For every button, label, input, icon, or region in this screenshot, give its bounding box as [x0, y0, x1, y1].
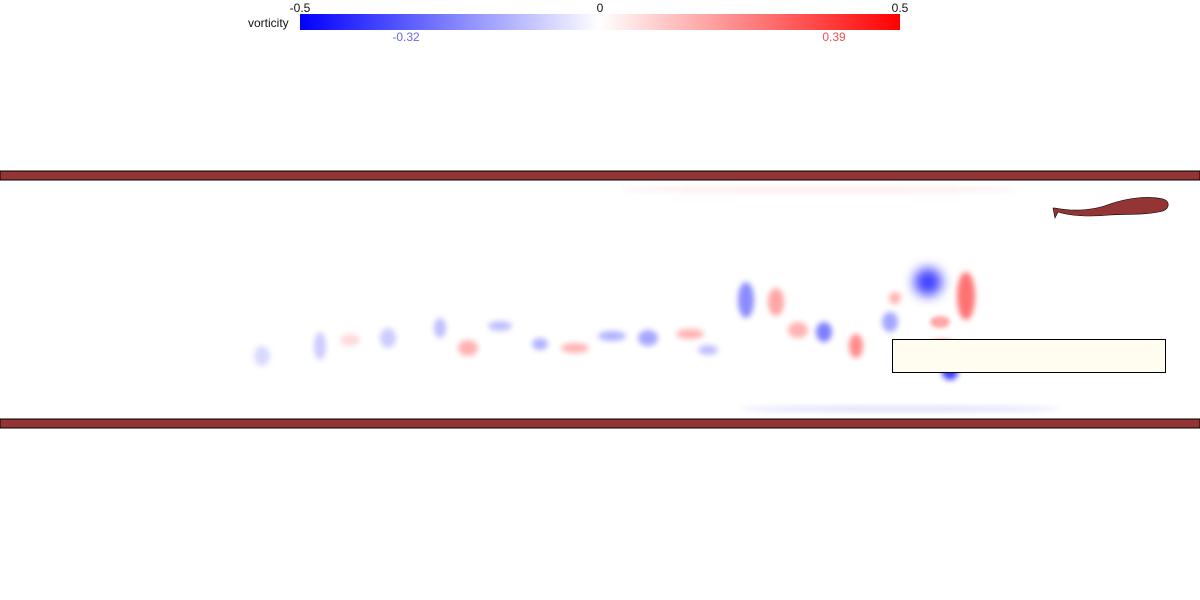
vortex-positive-shear: [957, 272, 975, 320]
vortex: [380, 328, 396, 348]
colorbar-min-label: -0.5: [289, 1, 311, 15]
vortex: [882, 312, 898, 332]
vortex: [561, 343, 589, 353]
vortex: [488, 321, 512, 331]
vortex: [676, 329, 704, 339]
vortex: [314, 332, 326, 360]
vortex: [434, 318, 446, 338]
vortex: [254, 346, 270, 366]
vortex: [816, 322, 832, 342]
top-wall-vorticity-layer: [620, 187, 1020, 193]
bottom-wall: [0, 418, 1200, 429]
vortex: [788, 322, 808, 338]
vortex-strong-negative: [914, 268, 942, 296]
wall-shear-layers: [620, 187, 1060, 412]
vortex: [768, 288, 784, 316]
vortex: [458, 340, 478, 356]
colorbar-max-label: 0.5: [891, 1, 909, 15]
vortex: [340, 334, 360, 346]
swimmer-body: [1052, 197, 1169, 219]
vortex: [638, 330, 658, 346]
vortex: [889, 292, 901, 304]
vortex: [598, 331, 626, 341]
vortex: [849, 334, 863, 358]
vortex: [532, 338, 548, 350]
colorbar-variable-label: vorticity: [248, 16, 289, 30]
colorbar-observed-max: 0.39: [822, 30, 846, 44]
top-wall: [0, 170, 1200, 181]
vortex: [698, 345, 718, 355]
vortex: [930, 316, 950, 328]
vortex-wake: [254, 268, 975, 380]
colorbar-observed-min: -0.32: [392, 30, 420, 44]
colorbar-mid-label: 0: [596, 1, 604, 15]
colorbar-gradient: [300, 14, 900, 30]
bottom-wall-vorticity-layer: [740, 406, 1060, 412]
vortex: [738, 282, 754, 318]
obstacle-plate: [892, 339, 1166, 373]
colorbar: [300, 14, 900, 30]
